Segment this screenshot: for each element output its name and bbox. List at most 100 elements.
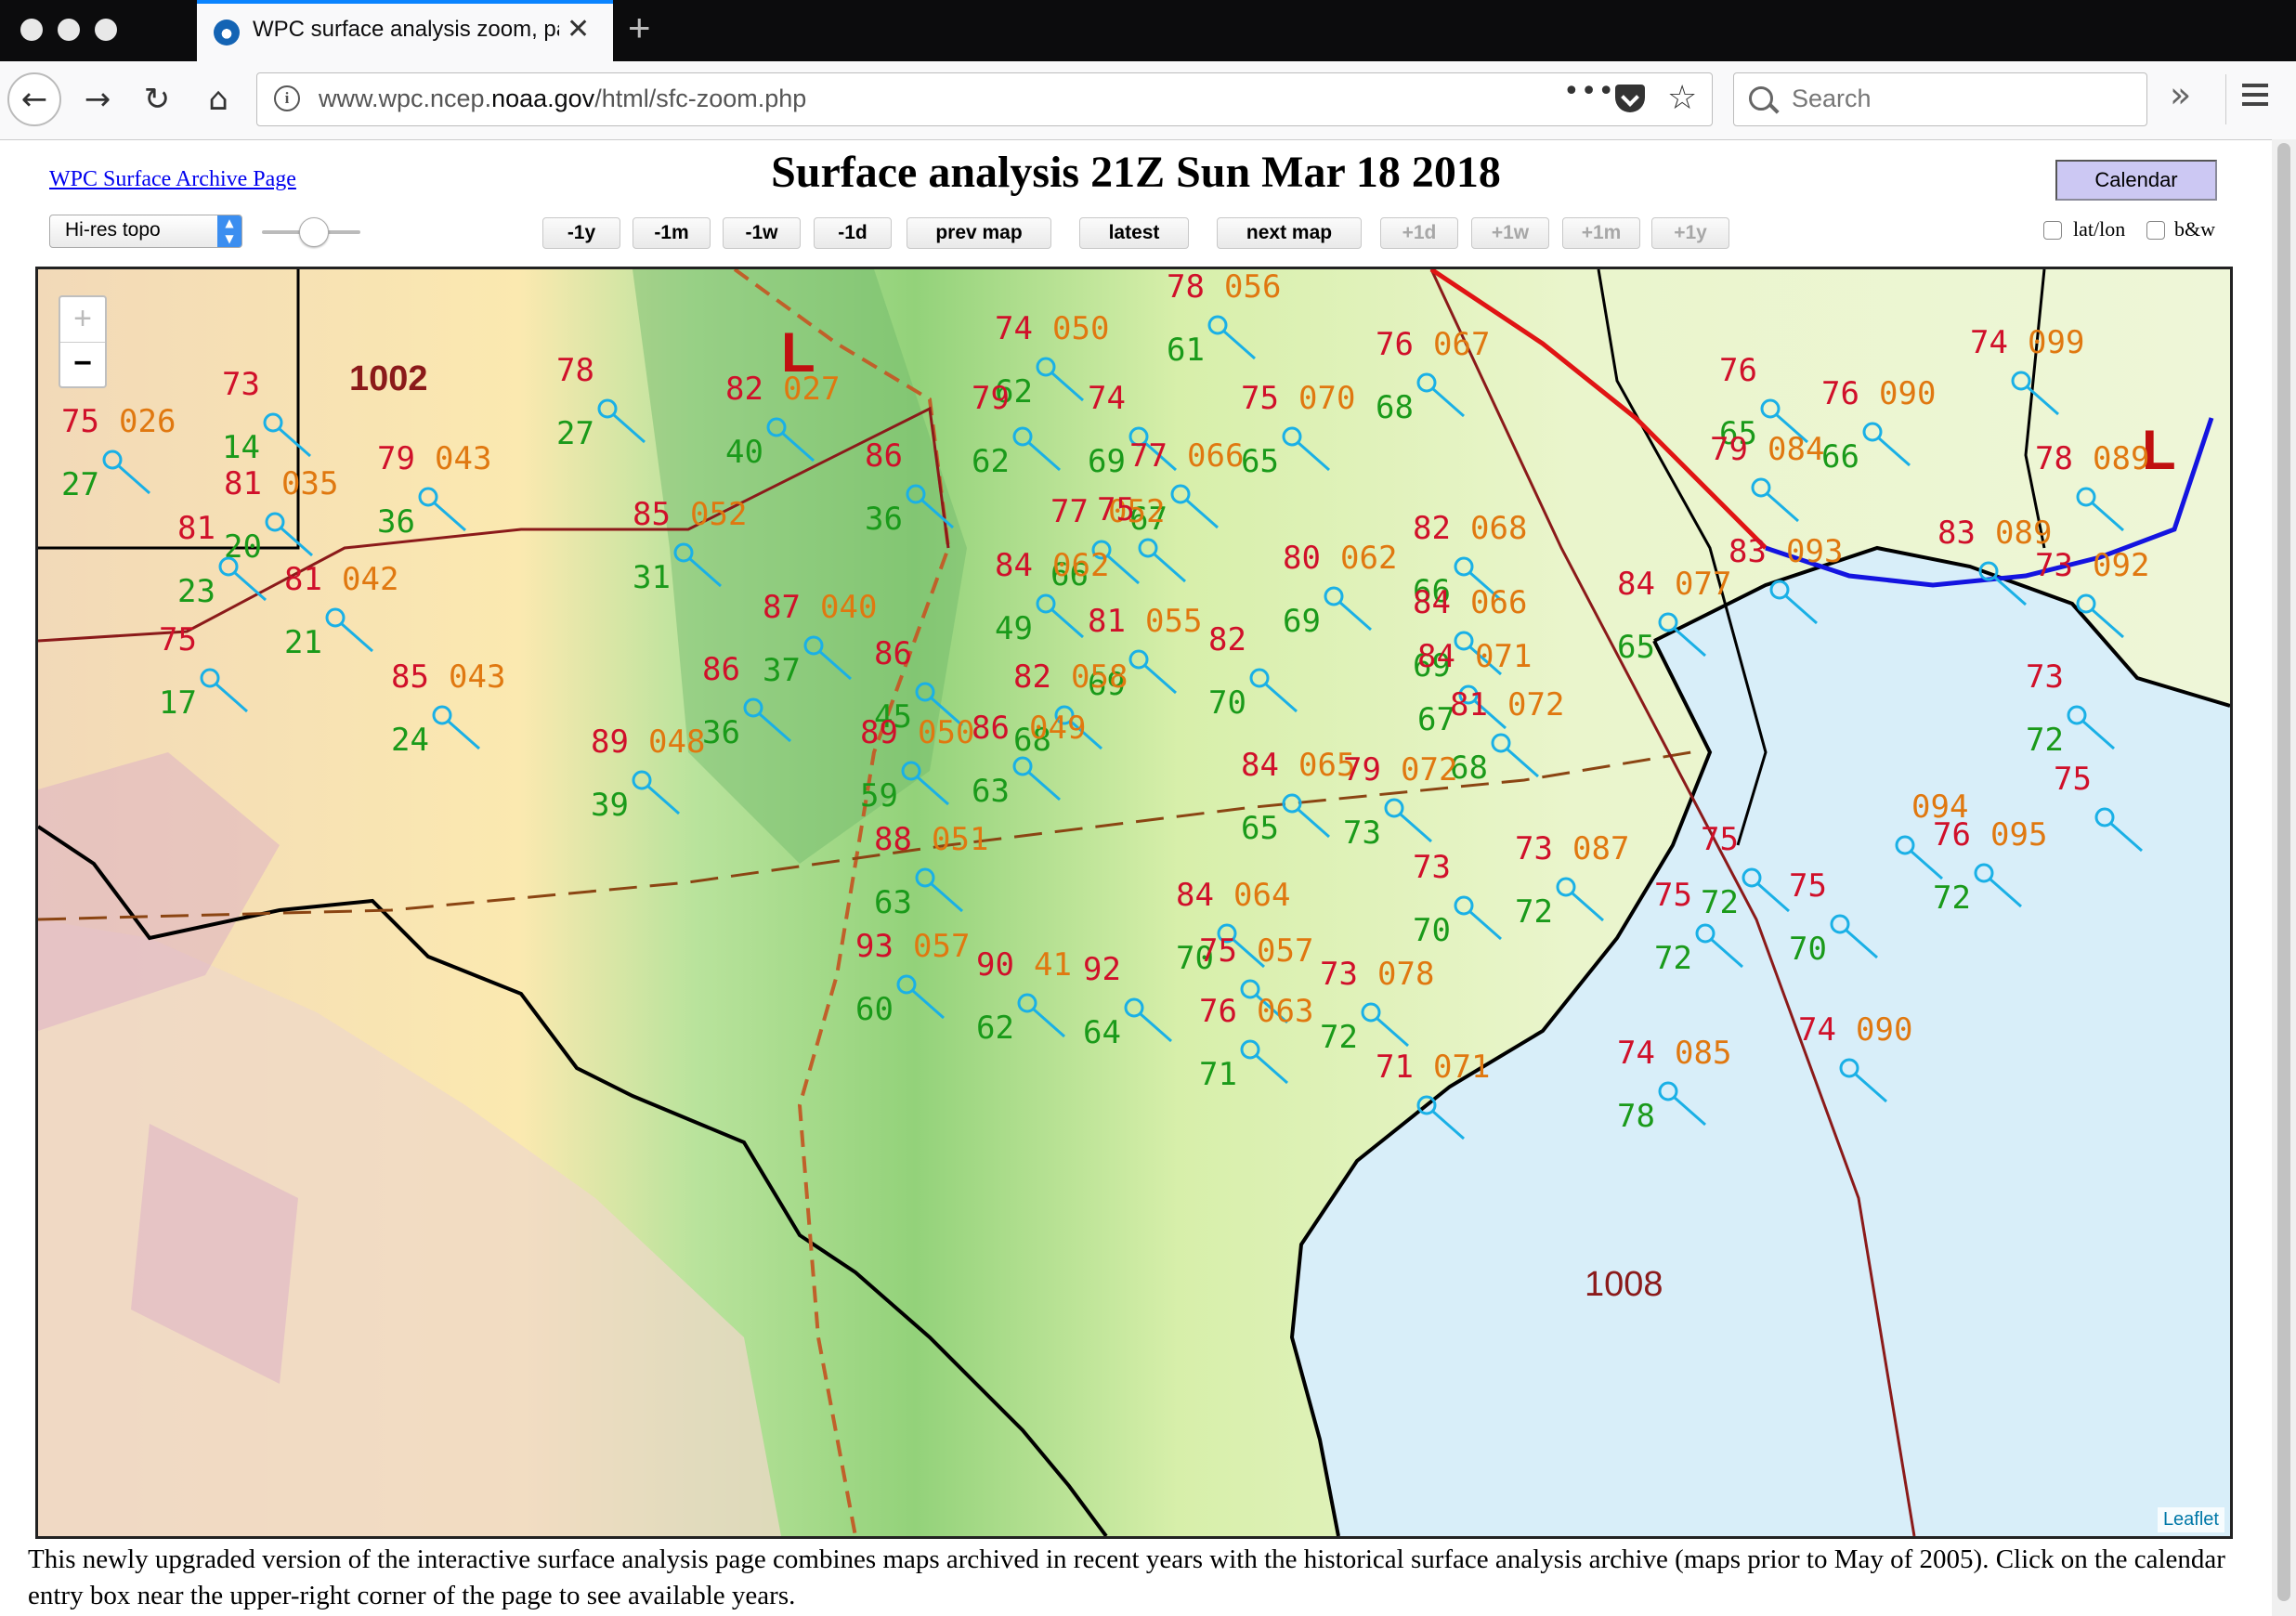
home-button[interactable]: ⌂ — [208, 81, 228, 118]
station-plot: 76 095 72 — [1933, 816, 2047, 917]
zoom-in-button[interactable]: + — [60, 297, 105, 343]
map-layer-select[interactable]: Hi-res topo ▲ ▼ — [49, 215, 242, 248]
maximize-window-dot[interactable] — [95, 19, 117, 41]
latlon-label: lat/lon — [2073, 217, 2126, 241]
zoom-out-button[interactable]: − — [73, 345, 92, 381]
station-pressure: 085 — [1675, 1035, 1731, 1072]
leaflet-attribution[interactable]: Leaflet — [2157, 1507, 2224, 1532]
station-circle-icon — [1458, 684, 1479, 705]
forward-button[interactable]: → — [84, 81, 111, 118]
station-dewpoint: 24 — [391, 722, 429, 759]
station-plot: 76 090 66 — [1821, 375, 1936, 476]
station-circle-icon — [2094, 807, 2115, 828]
station-plot: 74 090 — [1798, 1011, 1912, 1103]
minus-1-day-button[interactable]: -1d — [814, 217, 892, 249]
station-circle-icon — [1091, 540, 1112, 560]
wind-barb-icon — [433, 501, 466, 532]
gulf-of-mexico — [1292, 548, 2230, 1536]
station-temperature: 73 — [1515, 830, 1553, 867]
station-pressure: 094 — [1911, 788, 1968, 826]
close-tab-icon[interactable]: ✕ — [567, 13, 591, 46]
wind-barb-icon — [758, 711, 791, 743]
reload-button[interactable]: ↻ — [143, 81, 171, 118]
overflow-chevron-icon[interactable]: » — [2170, 74, 2192, 115]
station-circle-icon — [1138, 538, 1158, 558]
warm-front — [1429, 269, 1768, 550]
bw-label: b&w — [2174, 217, 2215, 241]
station-plot: 86 36 — [702, 651, 791, 751]
browser-tab[interactable]: WPC surface analysis zoom, pa ✕ — [197, 0, 613, 61]
station-plot: 92 64 — [1083, 951, 1172, 1051]
next-map-button[interactable]: next map — [1217, 217, 1362, 249]
close-window-dot[interactable] — [20, 19, 43, 41]
plus-1-month-button[interactable]: +1m — [1562, 217, 1640, 249]
low-pressure-symbol: L — [2142, 419, 2176, 481]
surface-analysis-map[interactable]: 1002 1008 L L 78 056 61 74 050 62 82 027 40 79 62 7… — [35, 267, 2233, 1539]
station-circle-icon — [743, 697, 763, 718]
minimize-window-dot[interactable] — [58, 19, 80, 41]
hamburger-menu-icon[interactable] — [2242, 84, 2268, 87]
station-circle-icon — [1054, 705, 1075, 725]
prev-map-button[interactable]: prev map — [907, 217, 1051, 249]
search-box[interactable]: Search — [1733, 72, 2147, 126]
station-plot: 75 057 — [1199, 932, 1313, 1024]
wind-barb-icon — [1989, 877, 2022, 908]
latest-button[interactable]: latest — [1079, 217, 1189, 249]
minus-1-week-button[interactable]: -1w — [723, 217, 801, 249]
station-circle-icon — [1282, 793, 1302, 814]
calendar-button[interactable]: Calendar — [2055, 160, 2217, 201]
station-pressure: 087 — [1572, 830, 1629, 867]
station-temperature: 86 — [702, 651, 740, 688]
plus-1-week-button[interactable]: +1w — [1471, 217, 1549, 249]
minus-1-year-button[interactable]: -1y — [542, 217, 620, 249]
url-text[interactable]: www.wpc.ncep.noaa.gov/html/sfc-zoom.php — [319, 85, 807, 112]
station-temperature: 86 — [874, 635, 912, 672]
minus-1-month-button[interactable]: -1m — [633, 217, 711, 249]
station-circle-icon — [1974, 863, 1994, 883]
station-temperature: 76 — [1719, 352, 1757, 389]
station-circle-icon — [1769, 580, 1790, 600]
station-dewpoint: 63 — [972, 773, 1010, 810]
wind-barb-icon — [1153, 552, 1186, 583]
station-temperature: 84 — [1241, 747, 1279, 784]
archive-page-link[interactable]: WPC Surface Archive Page — [49, 167, 296, 191]
station-pressure: 095 — [1990, 816, 2047, 854]
wind-barb-icon — [646, 784, 680, 815]
station-dewpoint: 69 — [1413, 647, 1451, 684]
station-temperature: 86 — [972, 710, 1010, 747]
mexico-terrain — [38, 919, 781, 1536]
plus-1-day-button[interactable]: +1d — [1380, 217, 1458, 249]
bw-checkbox[interactable] — [2146, 221, 2165, 240]
wind-barb-icon — [1027, 770, 1061, 801]
plus-1-year-button[interactable]: +1y — [1651, 217, 1729, 249]
wind-barb-icon — [1143, 663, 1177, 695]
station-dewpoint: 20 — [224, 528, 262, 566]
scrollbar-thumb[interactable] — [2277, 143, 2290, 1601]
station-circle-icon — [2076, 593, 2096, 614]
station-temperature: 78 — [1167, 269, 1205, 306]
station-dewpoint: 64 — [1083, 1014, 1121, 1051]
station-temperature: 75 — [1654, 877, 1692, 914]
back-button[interactable]: ← — [7, 72, 61, 126]
page-actions-icon[interactable]: ••• — [1563, 75, 1616, 108]
station-plot: 81 23 — [177, 510, 267, 610]
new-tab-icon[interactable]: + — [628, 6, 651, 49]
station-plot: 84 062 49 — [995, 547, 1109, 647]
station-circle-icon — [1491, 733, 1511, 753]
station-dewpoint: 78 — [1617, 1098, 1655, 1135]
station-dewpoint: 62 — [972, 443, 1010, 480]
opacity-slider-thumb[interactable] — [299, 217, 329, 247]
station-plot: 81 042 21 — [284, 561, 398, 661]
wind-barb-icon — [233, 570, 267, 602]
pocket-icon[interactable] — [1615, 85, 1645, 112]
site-info-icon[interactable]: i — [274, 85, 300, 111]
page-scrollbar[interactable] — [2272, 139, 2296, 1616]
station-dewpoint: 62 — [995, 373, 1033, 411]
latlon-checkbox[interactable] — [2043, 221, 2062, 240]
station-dewpoint: 69 — [1088, 666, 1126, 703]
url-bar[interactable]: i www.wpc.ncep.noaa.gov/html/sfc-zoom.ph… — [256, 72, 1713, 126]
wind-barb-icon — [1571, 891, 1604, 922]
station-plot: 82 068 66 — [1413, 510, 1527, 610]
bookmark-star-icon[interactable]: ☆ — [1667, 79, 1698, 117]
